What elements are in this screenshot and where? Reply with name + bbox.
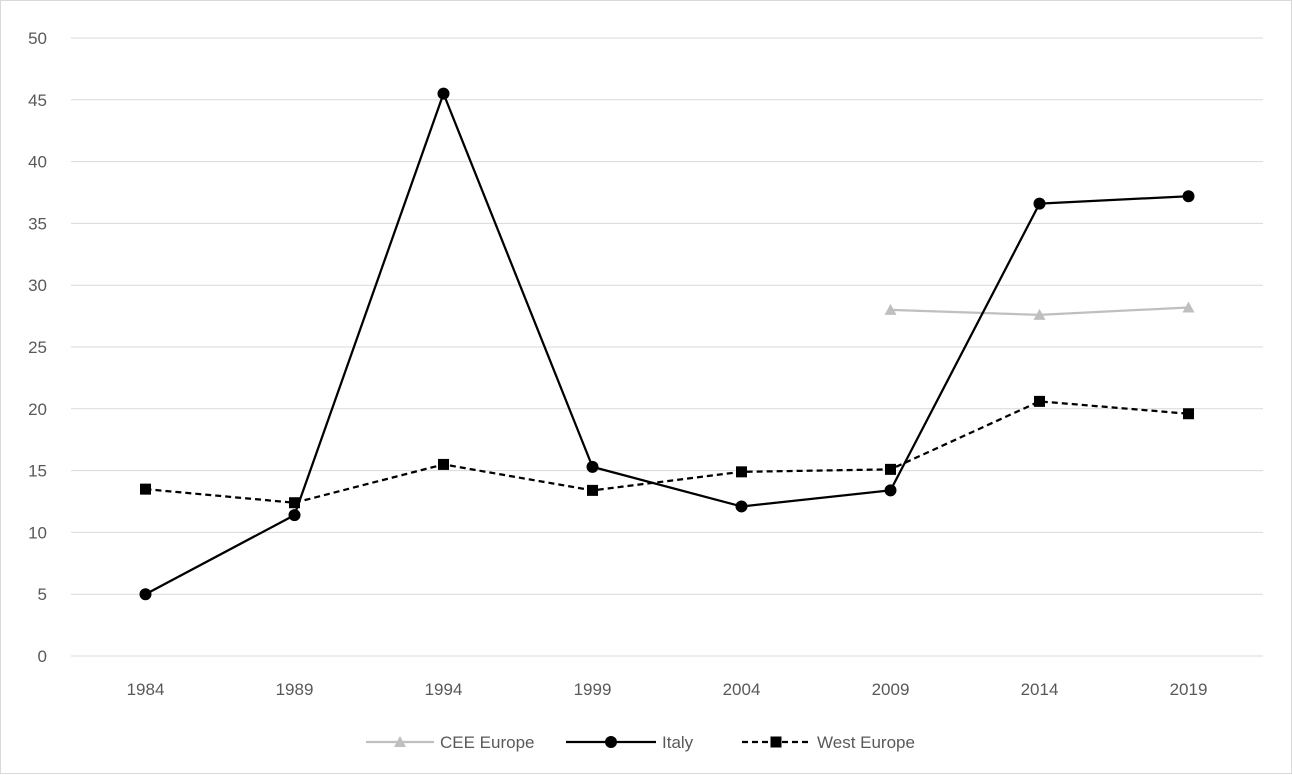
- data-point-west-europe: [438, 458, 449, 470]
- data-point-italy: [884, 484, 897, 497]
- legend-item-italy: Italy: [566, 733, 694, 752]
- series-west-europe: [140, 395, 1194, 509]
- legend-label: Italy: [662, 733, 694, 752]
- x-tick-label: 1994: [425, 680, 463, 699]
- x-tick-label: 2014: [1021, 680, 1059, 699]
- data-point-west-europe: [1183, 408, 1194, 420]
- y-tick-label: 45: [28, 91, 47, 110]
- x-tick-label: 2019: [1170, 680, 1208, 699]
- legend-item-west-europe: West Europe: [742, 733, 915, 752]
- series-cee-europe: [884, 301, 1195, 320]
- legend-label: West Europe: [817, 733, 915, 752]
- series-line-italy: [144, 92, 1189, 596]
- data-point-west-europe: [885, 463, 896, 475]
- y-tick-label: 30: [28, 276, 47, 295]
- data-point-italy: [586, 460, 599, 473]
- y-tick-label: 25: [28, 338, 47, 357]
- x-tick-label: 1984: [127, 680, 165, 699]
- series-lines: [139, 87, 1195, 601]
- data-point-cee-europe: [884, 303, 897, 315]
- y-tick-label: 20: [28, 400, 47, 419]
- x-tick-label: 2004: [723, 680, 761, 699]
- y-tick-label: 35: [28, 214, 47, 233]
- y-tick-label: 0: [38, 647, 47, 666]
- legend: CEE Europe Italy West Europe: [366, 733, 915, 752]
- data-point-italy: [288, 509, 301, 522]
- gridlines: [71, 37, 1263, 657]
- data-point-italy: [139, 588, 152, 601]
- y-tick-label: 50: [28, 29, 47, 48]
- y-tick-label: 40: [28, 153, 47, 172]
- x-tick-label: 2009: [872, 680, 910, 699]
- data-point-cee-europe: [1033, 308, 1046, 320]
- y-tick-label: 15: [28, 462, 47, 481]
- series-italy: [139, 87, 1195, 601]
- data-point-italy: [1182, 190, 1195, 203]
- data-point-italy: [437, 87, 450, 100]
- data-point-italy: [1033, 197, 1046, 210]
- legend-marker: [605, 736, 617, 748]
- y-tick-label: 10: [28, 523, 47, 542]
- data-point-west-europe: [736, 466, 747, 478]
- data-point-west-europe: [289, 497, 300, 509]
- y-tick-label: 5: [38, 585, 47, 604]
- x-axis-tick-labels: 1984 1989 1994 1999 2004 2009 2014 2019: [127, 680, 1208, 699]
- series-line-west-europe: [145, 400, 1189, 504]
- legend-label: CEE Europe: [440, 733, 535, 752]
- legend-item-cee-europe: CEE Europe: [366, 733, 535, 752]
- data-point-italy: [735, 500, 748, 513]
- data-point-cee-europe: [1182, 301, 1195, 313]
- legend-marker: [394, 736, 406, 747]
- data-point-west-europe: [587, 484, 598, 496]
- x-tick-label: 1999: [574, 680, 612, 699]
- data-point-west-europe: [140, 483, 151, 495]
- data-point-west-europe: [1034, 395, 1045, 407]
- y-axis-tick-labels: 0 5 10 15 20 25 30 35 40 45 50: [28, 29, 47, 666]
- x-tick-label: 1989: [276, 680, 314, 699]
- legend-marker: [770, 736, 782, 748]
